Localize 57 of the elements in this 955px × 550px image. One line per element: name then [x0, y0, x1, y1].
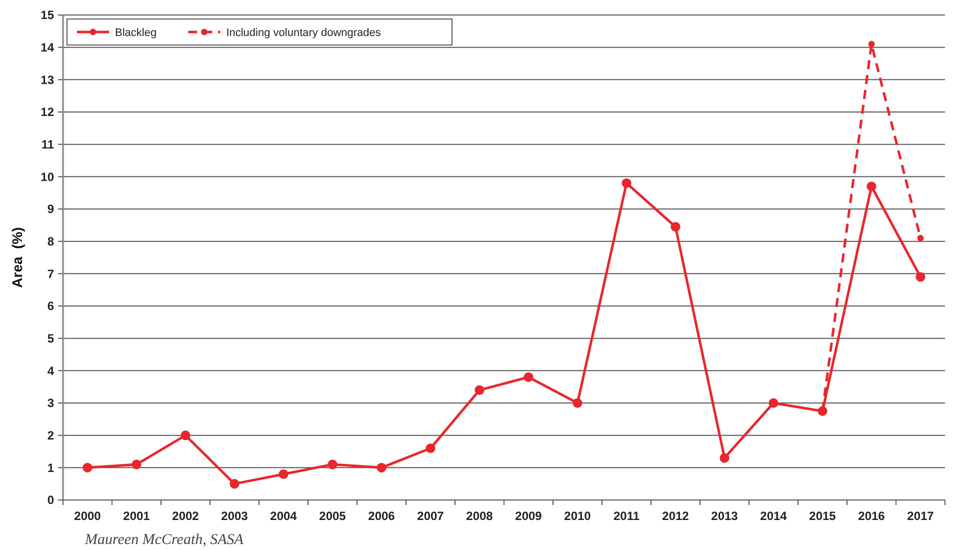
y-tick-label: 8 [47, 234, 54, 249]
x-tick-label: 2012 [662, 509, 690, 523]
x-tick-label: 2011 [613, 509, 640, 523]
point [670, 222, 680, 232]
y-tick-label: 4 [47, 364, 54, 378]
point [82, 462, 92, 472]
y-tick-label: 2 [47, 428, 54, 443]
legend-label: Blackleg [115, 26, 157, 39]
x-tick-label: 2002 [172, 509, 200, 523]
x-tick-label: 2006 [368, 509, 396, 523]
point [524, 372, 534, 382]
x-tick-label: 2013 [711, 509, 738, 523]
x-tick-label: 2008 [466, 509, 494, 523]
point [230, 479, 240, 489]
x-tick-label: 2004 [270, 509, 298, 523]
x-tick-label: 2016 [858, 509, 886, 523]
x-tick-label: 2009 [515, 509, 542, 523]
point [328, 460, 338, 470]
point [868, 40, 875, 48]
point [180, 430, 190, 440]
text: Maureen McCreath, SASA [84, 532, 244, 548]
y-tick-label: 10 [40, 170, 54, 184]
y-axis-title: Area (%) [9, 227, 25, 288]
x-tick-label: 2015 [809, 509, 836, 523]
x-tick-label: 2017 [907, 509, 934, 523]
y-tick-label: 6 [47, 299, 54, 314]
y-tick-label: 5 [47, 332, 54, 346]
x-tick-label: 2014 [760, 509, 788, 523]
y-tick-label: 15 [40, 8, 54, 22]
x-tick-label: 2010 [564, 509, 592, 523]
y-tick-label: 3 [47, 396, 54, 410]
y-tick-label: 1 [47, 460, 54, 475]
point [474, 385, 484, 395]
x-tick-label: 2007 [417, 509, 444, 523]
point [376, 462, 386, 472]
y-tick-label: 14 [40, 40, 54, 55]
point [866, 182, 876, 192]
point [916, 272, 926, 282]
point [572, 398, 582, 408]
x-tick-label: 2000 [74, 509, 102, 523]
point [132, 460, 142, 470]
y-tick-label: 9 [47, 202, 54, 216]
y-tick-label: 7 [47, 266, 54, 281]
y-tick-label: 13 [40, 72, 54, 87]
point [917, 234, 924, 242]
x-tick-label: 2003 [221, 509, 248, 523]
x-tick-label: 2001 [123, 509, 150, 523]
y-tick-label: 0 [47, 493, 54, 508]
point [278, 469, 288, 479]
point [426, 443, 436, 454]
point [720, 453, 730, 463]
y-tick-label: 12 [40, 105, 54, 120]
point [768, 398, 778, 408]
legend-label: Including voluntary downgrades [226, 26, 382, 39]
point [622, 178, 632, 188]
x-tick-label: 2005 [319, 509, 346, 523]
y-tick-label: 11 [41, 138, 54, 152]
